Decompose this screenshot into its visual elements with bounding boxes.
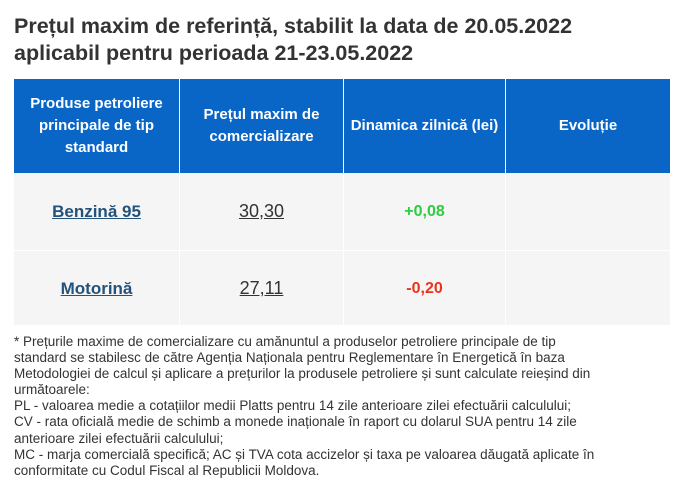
table-header: Produse petroliere principale de tip sta… [14,79,670,173]
header-price-line-2: comercializare [209,128,314,145]
header-products-line-3: standard [64,139,129,156]
footnote-line: conformitate cu Codul Fiscal al Republic… [14,462,320,478]
footnote-line: Metodologiei de calcul și aplicare a pre… [14,366,591,382]
cell-price: 30,30 [180,173,344,250]
footnote-line: CV - rata oficială medie de schimb a mon… [14,414,577,430]
header-price-line-1: Prețul maxim de [203,106,320,123]
footnotes: * Prețurile maxime de comercializare cu … [14,334,674,479]
cell-change: -0,20 [344,250,506,327]
change-value-motorina: -0,20 [406,279,443,297]
title-line-2: aplicabil pentru perioada 21-23.05.2022 [14,41,414,65]
price-link-benzina-95[interactable]: 30,30 [238,201,285,221]
table-row-motorina: Motorină 27,11 -0,20 [14,250,670,327]
price-link-motorina[interactable]: 27,11 [239,278,284,298]
cell-product: Benzină 95 [14,173,180,250]
footnote-line: * Prețurile maxime de comercializare cu … [14,334,556,349]
footnote-line: PL - valoarea medie a cotațiilor medii P… [14,398,572,414]
footnote-line: MC - marja comercială specifică; AC și T… [14,446,595,462]
header-products-line-2: principale de tip [38,117,154,134]
cell-product: Motorină [14,250,180,327]
cell-evolution [506,250,670,327]
footnote-line: standard se stabilesc de către Agenția N… [14,350,565,366]
header-price: Prețul maxim de comercializare [180,79,344,173]
header-products: Produse petroliere principale de tip sta… [14,79,180,173]
product-link-benzina-95[interactable]: Benzină 95 [52,201,141,221]
header-products-line-1: Produse petroliere [30,95,163,112]
header-dynamics: Dinamica zilnică (lei) [344,79,506,173]
cell-evolution [506,173,670,250]
product-link-motorina[interactable]: Motorină [60,278,133,298]
table-row-benzina: Benzină 95 30,30 +0,08 [14,173,670,251]
cell-change: +0,08 [344,173,506,250]
change-value-benzina-95: +0,08 [404,202,445,220]
price-table: Produse petroliere principale de tip sta… [14,79,670,327]
title-line-1: Prețul maxim de referință, stabilit la d… [14,14,573,38]
footnote-line: anterioare zilei efectuării calculului; [14,430,224,446]
header-evolution: Evoluție [558,117,618,134]
footnote-line: următoarele: [14,382,90,398]
cell-price: 27,11 [180,250,344,327]
page-title: Prețul maxim de referință, stabilit la d… [14,13,674,67]
